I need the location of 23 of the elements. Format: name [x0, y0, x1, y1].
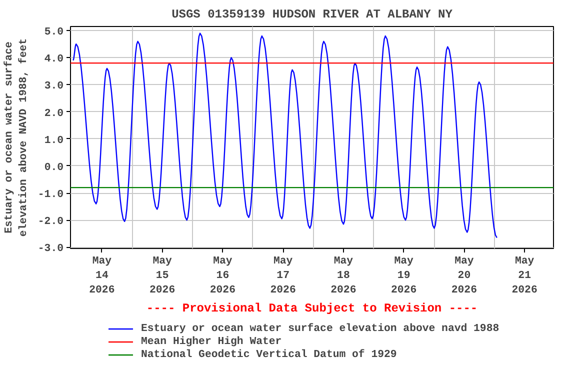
y-tick-label: -2.0 — [38, 216, 64, 228]
y-tick-label: 0.0 — [44, 162, 64, 174]
legend-label: National Geodetic Vertical Datum of 1929 — [141, 348, 397, 361]
chart-title: USGS 01359139 HUDSON RIVER AT ALBANY NY — [172, 8, 454, 22]
legend-label: Mean Higher High Water — [141, 335, 282, 348]
x-tick-label: May 17 2026 — [270, 256, 296, 296]
y-tick-label: 3.0 — [44, 80, 64, 93]
text: ---- Provisional Data Subject to Revision ---- — [146, 302, 478, 316]
x-tick-label: May 15 2026 — [150, 256, 176, 296]
x-tick-label: May 16 2026 — [210, 256, 236, 296]
y-tick-label: 4.0 — [44, 54, 64, 66]
x-tick-label: May 18 2026 — [330, 256, 356, 296]
x-tick-label: May 19 2026 — [391, 256, 417, 296]
legend-label: Estuary or ocean water surface elevation above navd 1988 — [141, 322, 500, 335]
y-axis-title: Estuary or ocean water surface elevation above NAVD 1988, feet — [4, 38, 30, 237]
x-tick-label: May 21 2026 — [512, 256, 538, 296]
x-tick-label: May 14 2026 — [89, 256, 115, 296]
y-tick-label: 1.0 — [44, 134, 64, 147]
y-tick-label: 2.0 — [44, 108, 64, 120]
y-tick-label: -3.0 — [38, 243, 64, 256]
x-tick-label: May 20 2026 — [451, 256, 477, 296]
y-tick-label: -1.0 — [38, 189, 64, 201]
y-tick-label: 5.0 — [44, 26, 64, 39]
